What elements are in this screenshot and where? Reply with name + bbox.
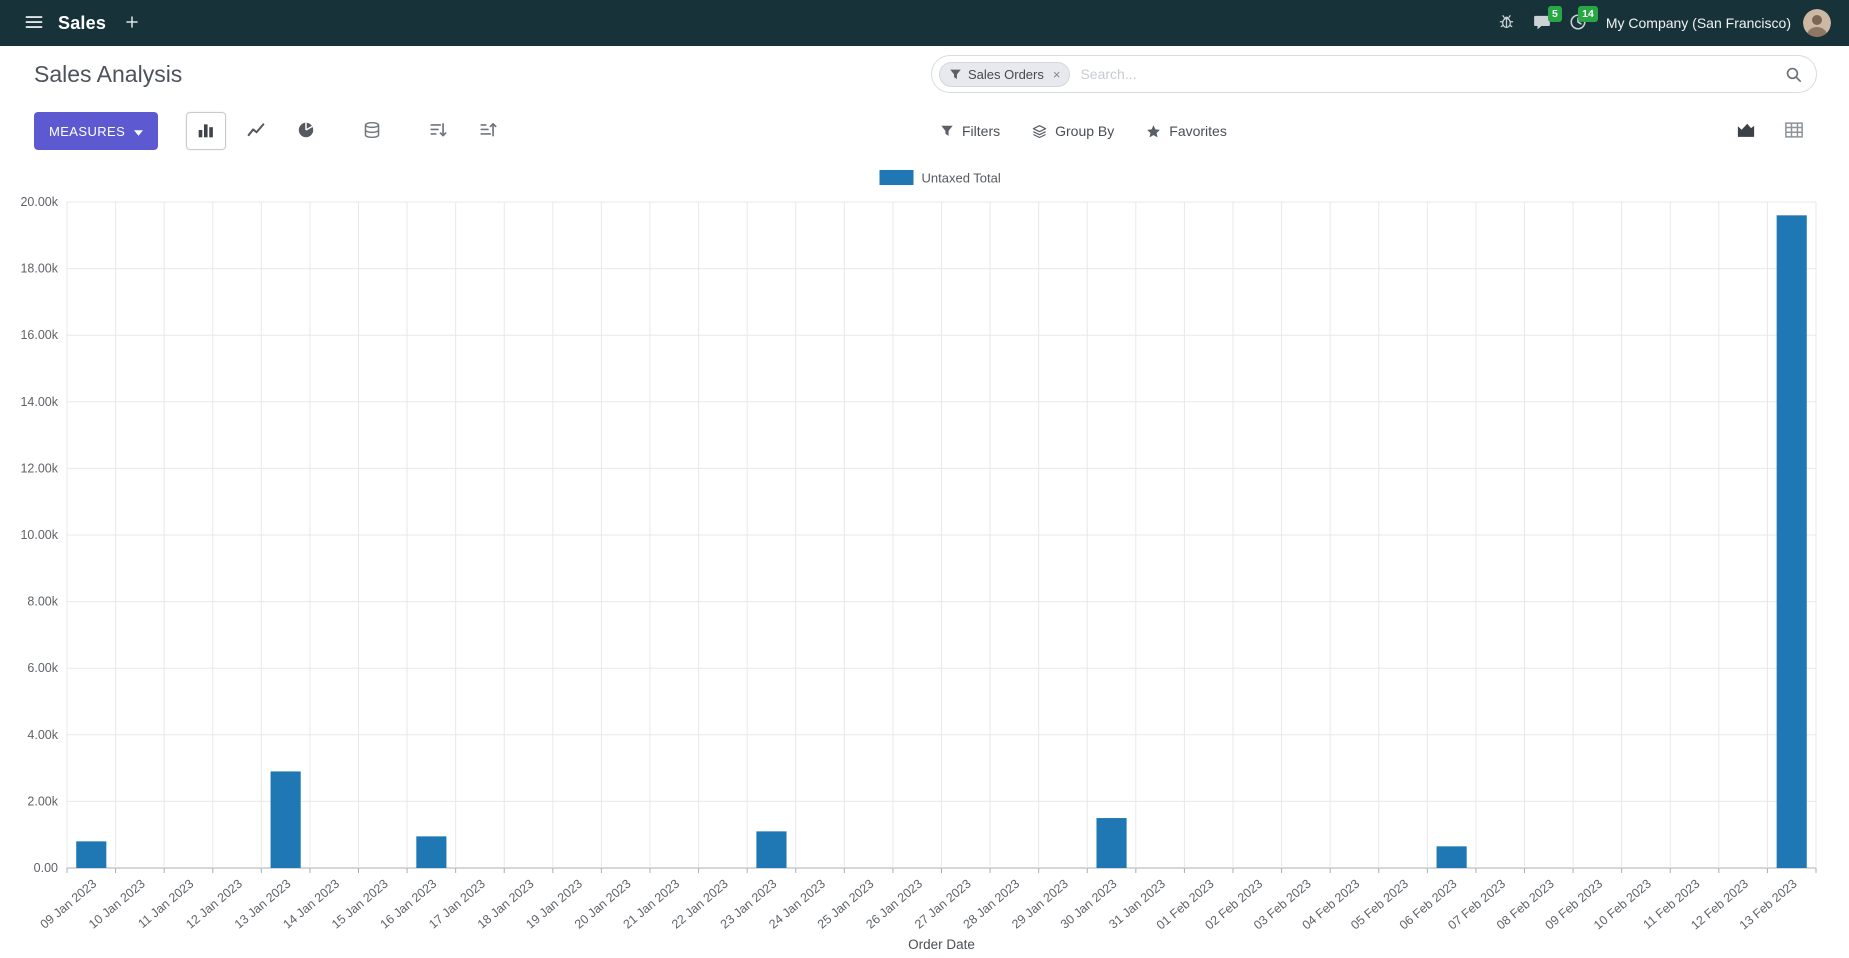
sort-descending-button[interactable]: [418, 112, 458, 150]
company-switcher[interactable]: My Company (San Francisco): [1605, 15, 1791, 31]
user-menu-button[interactable]: [1803, 9, 1831, 37]
graph-toolbar: MEASURES: [0, 102, 1849, 160]
search-facet-label: Sales Orders: [968, 66, 1044, 82]
apps-menu-button[interactable]: [14, 0, 54, 46]
search-options: Filters Group By Favorites: [940, 123, 1227, 139]
pivot-view-icon: [1784, 120, 1804, 143]
clock-icon: [1569, 13, 1587, 34]
search-icon[interactable]: [1785, 66, 1802, 83]
bar-23-jan-2023[interactable]: [756, 831, 787, 868]
graph-view-button[interactable]: [1725, 112, 1767, 150]
y-tick-label: 20.00k: [20, 195, 58, 209]
y-tick-label: 14.00k: [20, 395, 58, 409]
stacked-icon: [363, 121, 381, 142]
group-by-layers-icon: [1032, 124, 1047, 139]
y-tick-label: 12.00k: [20, 461, 58, 475]
search-bar[interactable]: Sales Orders ×: [931, 55, 1817, 93]
legend-swatch[interactable]: [879, 170, 914, 185]
app-name[interactable]: Sales: [58, 12, 107, 33]
sort-desc-icon: [429, 121, 447, 142]
y-tick-label: 10.00k: [20, 528, 58, 542]
new-plus-button[interactable]: [114, 0, 150, 46]
y-tick-label: 4.00k: [27, 728, 58, 742]
search-input[interactable]: [1070, 66, 1785, 82]
chart-type-switcher: [186, 112, 508, 150]
bar-13-jan-2023[interactable]: [270, 771, 301, 868]
caret-down-icon: [134, 124, 144, 139]
measures-label: MEASURES: [49, 123, 126, 139]
search-facet-sales-orders[interactable]: Sales Orders ×: [939, 61, 1071, 87]
y-tick-label: 16.00k: [20, 328, 58, 342]
area-chart-view-icon: [1736, 120, 1756, 143]
control-panel: Sales Analysis Sales Orders ×: [0, 46, 1849, 102]
sort-ascending-button[interactable]: [468, 112, 508, 150]
page-title: Sales Analysis: [34, 60, 183, 87]
pie-chart-icon: [297, 121, 315, 142]
pie-chart-button[interactable]: [286, 112, 326, 150]
bar-chart-button[interactable]: [186, 112, 227, 150]
menu-icon: [24, 12, 44, 35]
line-chart-icon: [247, 121, 265, 142]
measures-button[interactable]: MEASURES: [34, 112, 159, 150]
facet-remove-icon[interactable]: ×: [1052, 66, 1061, 82]
favorites-button[interactable]: Favorites: [1146, 123, 1227, 139]
group-by-label: Group By: [1055, 123, 1115, 139]
y-tick-label: 6.00k: [27, 661, 58, 675]
sales-analysis-chart: Untaxed Total 0.00 2.00k 4.00k 6.00k 8.00k 10.…: [20, 170, 1817, 952]
top-navbar: Sales 5 14 My Company (San: [0, 0, 1849, 46]
funnel-icon: [949, 68, 962, 81]
chat-icon: [1533, 13, 1551, 34]
bar-30-jan-2023[interactable]: [1096, 818, 1127, 868]
line-chart-button[interactable]: [236, 112, 276, 150]
y-tick-label: 8.00k: [27, 595, 58, 609]
avatar: [1803, 9, 1831, 37]
pivot-view-button[interactable]: [1773, 112, 1815, 150]
x-axis-title: Order Date: [908, 937, 975, 952]
systray: 5 14 My Company (San Francisco): [1489, 0, 1835, 46]
y-tick-label: 18.00k: [20, 262, 58, 276]
bar-09-jan-2023[interactable]: [76, 841, 107, 868]
filters-button[interactable]: Filters: [940, 123, 1000, 139]
y-tick-label: 2.00k: [27, 794, 58, 808]
activities-badge: 14: [1578, 6, 1598, 22]
bar-13-feb-2023[interactable]: [1776, 215, 1807, 868]
bar-06-feb-2023[interactable]: [1436, 846, 1467, 868]
plus-icon: [124, 14, 140, 33]
chart-area: Untaxed Total 0.00 2.00k 4.00k 6.00k 8.00k 10.…: [0, 160, 1849, 958]
legend-label[interactable]: Untaxed Total: [922, 171, 1001, 186]
bug-icon: [1498, 13, 1515, 33]
favorites-label: Favorites: [1169, 123, 1227, 139]
sort-asc-icon: [479, 121, 497, 142]
bar-16-jan-2023[interactable]: [416, 836, 447, 868]
activities-button[interactable]: 14: [1560, 0, 1598, 46]
filters-label: Filters: [962, 123, 1001, 139]
messages-button[interactable]: 5: [1524, 0, 1562, 46]
bar-chart-icon: [197, 121, 215, 142]
group-by-button[interactable]: Group By: [1032, 123, 1114, 139]
stacked-toggle-button[interactable]: [352, 112, 392, 150]
star-icon: [1146, 124, 1161, 139]
view-switcher: [1725, 112, 1815, 150]
funnel-icon: [940, 124, 954, 138]
messages-badge: 5: [1547, 6, 1562, 22]
y-tick-label: 0.00: [34, 861, 58, 875]
debug-button[interactable]: [1489, 0, 1524, 46]
